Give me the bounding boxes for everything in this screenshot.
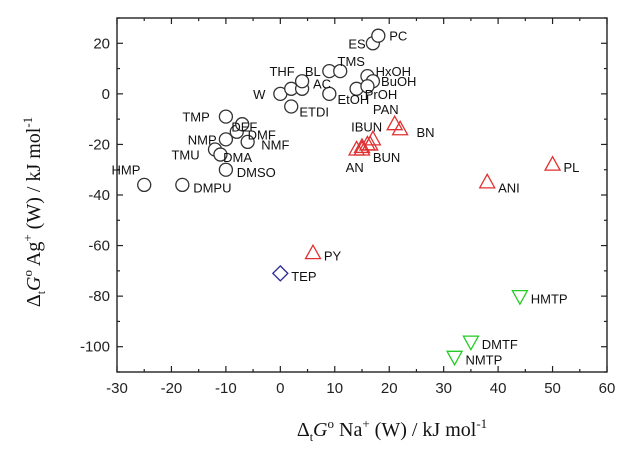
x-tick-label: -20	[161, 380, 183, 397]
x-tick-label: 40	[490, 380, 507, 397]
point-label: AN	[346, 160, 364, 175]
point-label: TMS	[338, 54, 366, 69]
y-tick-label: -80	[88, 288, 110, 305]
circle-marker	[322, 86, 337, 102]
point-label: IBUN	[351, 120, 382, 135]
plot-border	[116, 17, 608, 373]
x-tick-label: 30	[435, 380, 452, 397]
point-label: DMPU	[193, 180, 231, 195]
x-tick-label: -10	[215, 380, 237, 397]
point-label: DMF	[248, 127, 276, 142]
point-label: BN	[416, 125, 434, 140]
circle-marker	[294, 74, 310, 89]
point-label: ETDI	[299, 105, 329, 120]
point-label: HMTP	[531, 292, 568, 307]
point-label: NMTP	[465, 352, 502, 367]
circle-marker	[360, 79, 375, 94]
y-tick-label: 20	[93, 35, 110, 52]
circle-marker	[333, 63, 348, 79]
point-label: HMP	[112, 163, 141, 178]
circle-marker	[213, 147, 228, 162]
point-label: NMF	[261, 137, 289, 152]
triangle-up-marker	[364, 130, 382, 146]
triangle-up-marker	[353, 140, 371, 156]
triangle-up-marker	[304, 243, 322, 260]
y-tick-label: -20	[88, 136, 110, 153]
point-label: BuOH	[381, 74, 416, 89]
x-tick-label: 10	[326, 380, 343, 397]
x-tick-label: -30	[106, 380, 128, 397]
y-axis-title: ΔtGo Ag+ (W) / kJ mol-1	[20, 117, 48, 307]
y-tick-label: -60	[88, 238, 110, 255]
x-tick-label: 50	[544, 380, 561, 397]
circle-marker	[284, 99, 299, 114]
diamond-marker	[271, 264, 289, 282]
point-label: HxOH	[376, 64, 411, 79]
triangle-down-marker	[445, 350, 464, 367]
plot-frame	[116, 17, 608, 373]
point-label: AC	[313, 77, 331, 92]
point-label: TMP	[182, 110, 209, 125]
point-label: EtOH	[338, 92, 370, 107]
point-label: W	[253, 87, 266, 102]
triangle-down-marker	[511, 289, 529, 306]
triangle-down-marker	[462, 335, 480, 351]
point-label: PL	[563, 160, 579, 175]
point-label: ANI	[498, 180, 520, 195]
point-label: DEF	[231, 120, 257, 135]
circle-marker	[218, 109, 234, 124]
triangle-up-marker	[386, 114, 404, 131]
point-label: DMSO	[237, 165, 276, 180]
point-label: ES	[348, 36, 366, 51]
triangle-up-marker	[391, 119, 409, 136]
circle-marker	[235, 117, 250, 132]
point-label: PrOH	[365, 87, 398, 102]
y-tick-label: -40	[88, 187, 110, 204]
circle-marker	[175, 177, 190, 193]
point-label: TEP	[291, 269, 316, 284]
y-tick-label: 0	[102, 86, 110, 103]
x-tick-label: 20	[381, 380, 398, 397]
point-label: THF	[269, 64, 294, 79]
circle-marker	[218, 132, 234, 147]
circle-marker	[240, 134, 255, 150]
triangle-up-marker	[543, 155, 562, 171]
circle-marker	[371, 28, 386, 43]
data-points	[137, 28, 562, 367]
point-label: TMU	[171, 148, 199, 163]
point-label: DMTF	[482, 337, 518, 352]
point-label: PAN	[373, 102, 399, 117]
point-label: BL	[305, 64, 321, 79]
x-axis-title: ΔtGo Na+ (W) / kJ mol-1	[297, 416, 487, 444]
y-tick-label: -100	[80, 339, 110, 356]
x-tick-label: 60	[599, 380, 616, 397]
circle-marker	[137, 177, 152, 193]
circle-marker	[218, 162, 234, 177]
x-tick-label: 0	[276, 380, 284, 397]
point-label: PY	[324, 249, 342, 264]
point-label: NMP	[188, 132, 217, 147]
point-label: PC	[389, 29, 407, 44]
point-label: DMA	[223, 150, 252, 165]
triangle-up-marker	[478, 173, 496, 189]
axis-ticks: -30 -20 -10 0 10 20 30 40 50 60-100-80-60-40-2002…	[80, 17, 616, 397]
point-label: BUN	[373, 150, 400, 165]
